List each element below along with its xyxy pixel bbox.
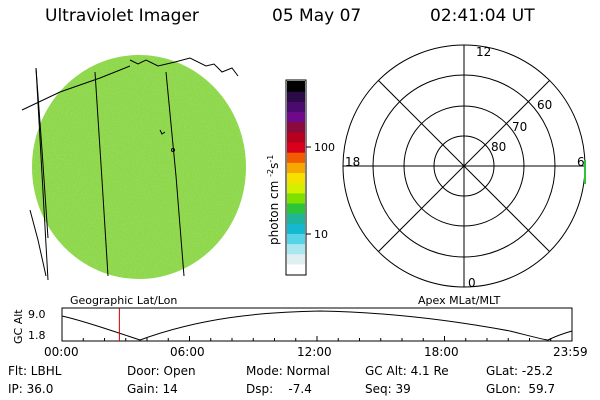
colorbar-segment (287, 131, 305, 143)
mlat-label-60: 60 (537, 98, 553, 112)
colorbar-tick-100: 100 (314, 141, 335, 154)
altitude-x-tick: 12:00 (297, 345, 332, 359)
colorbar-segment (287, 202, 305, 214)
colorbar-segment (287, 213, 305, 224)
mlt-label-6: 6 (577, 155, 585, 169)
geographic-image (21, 55, 246, 281)
info-mode: Mode: Normal (246, 364, 330, 378)
colorbar-segment (287, 121, 305, 133)
info-gc-alt: GC Alt: 4.1 Re (365, 364, 449, 378)
polar-panel-label: Apex MLat/MLT (418, 294, 501, 307)
colorbar-segment (287, 243, 305, 255)
colorbar-segment (287, 223, 305, 234)
geographic-panel-label: Geographic Lat/Lon (70, 294, 178, 307)
colorbar (285, 79, 311, 276)
info-ip: IP: 36.0 (8, 382, 54, 396)
colorbar-segment (287, 172, 305, 184)
altitude-y-label: GC Alt (12, 309, 25, 344)
instrument-title: Ultraviolet Imager (45, 6, 199, 26)
map-grid (21, 57, 239, 277)
altitude-x-tick: 00:00 (44, 345, 79, 359)
colorbar-tick-10: 10 (314, 228, 328, 241)
info-glon: GLon: 59.7 (486, 382, 556, 396)
colorbar-segment (287, 101, 305, 113)
colorbar-segment (287, 81, 305, 92)
colorbar-segment (287, 253, 305, 265)
mlt-label-18: 18 (345, 155, 361, 169)
altitude-x-tick: 23:59 (553, 345, 588, 359)
info-dsp: Dsp: -7.4 (246, 382, 312, 396)
altitude-y-tick-max: 9.0 (28, 308, 46, 321)
polar-data-edge (584, 160, 586, 184)
info-glat: GLat: -25.2 (486, 364, 553, 378)
info-seq: Seq: 39 (365, 382, 411, 396)
colorbar-segment (287, 152, 305, 163)
colorbar-segment (287, 91, 305, 102)
info-gain: Gain: 14 (127, 382, 178, 396)
colorbar-segment (287, 111, 305, 123)
altitude-plot (61, 307, 573, 342)
observation-date: 05 May 07 (272, 6, 362, 26)
altitude-curve (61, 310, 573, 341)
mlt-label-12: 12 (476, 45, 492, 59)
polar-plot (342, 44, 586, 288)
colorbar-segment (287, 141, 305, 153)
altitude-x-tick: 18:00 (424, 345, 459, 359)
altitude-x-tick: 06:00 (170, 345, 205, 359)
altitude-y-tick-min: 1.8 (28, 329, 46, 342)
colorbar-segment (287, 233, 305, 245)
observation-time: 02:41:04 UT (430, 6, 535, 26)
colorbar-segment (287, 192, 305, 204)
colorbar-segment (287, 182, 305, 194)
colorbar-segment (287, 162, 305, 174)
mlat-label-70: 70 (512, 120, 528, 134)
mlt-label-0: 0 (468, 276, 476, 290)
info-filter: Flt: LBHL (8, 364, 62, 378)
info-door: Door: Open (127, 364, 196, 378)
mlat-label-80: 80 (491, 140, 507, 154)
colorbar-unit-label: photon cm -2s-1 (266, 154, 281, 245)
colorbar-segment (287, 263, 305, 275)
